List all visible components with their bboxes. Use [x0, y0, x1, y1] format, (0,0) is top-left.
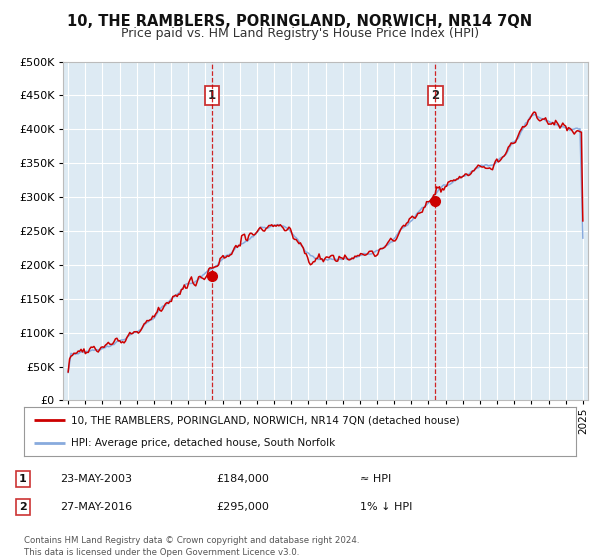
Text: HPI: Average price, detached house, South Norfolk: HPI: Average price, detached house, Sout… — [71, 438, 335, 448]
Text: £184,000: £184,000 — [216, 474, 269, 484]
Text: 1% ↓ HPI: 1% ↓ HPI — [360, 502, 412, 512]
Text: 10, THE RAMBLERS, PORINGLAND, NORWICH, NR14 7QN (detached house): 10, THE RAMBLERS, PORINGLAND, NORWICH, N… — [71, 416, 460, 426]
Text: ≈ HPI: ≈ HPI — [360, 474, 391, 484]
Text: 1: 1 — [208, 89, 216, 102]
Text: 23-MAY-2003: 23-MAY-2003 — [60, 474, 132, 484]
Text: £295,000: £295,000 — [216, 502, 269, 512]
Text: Contains HM Land Registry data © Crown copyright and database right 2024.
This d: Contains HM Land Registry data © Crown c… — [24, 536, 359, 557]
Text: 2: 2 — [431, 89, 440, 102]
Text: 1: 1 — [19, 474, 26, 484]
Text: 10, THE RAMBLERS, PORINGLAND, NORWICH, NR14 7QN: 10, THE RAMBLERS, PORINGLAND, NORWICH, N… — [67, 14, 533, 29]
Text: Price paid vs. HM Land Registry's House Price Index (HPI): Price paid vs. HM Land Registry's House … — [121, 27, 479, 40]
Text: 27-MAY-2016: 27-MAY-2016 — [60, 502, 132, 512]
Text: 2: 2 — [19, 502, 26, 512]
